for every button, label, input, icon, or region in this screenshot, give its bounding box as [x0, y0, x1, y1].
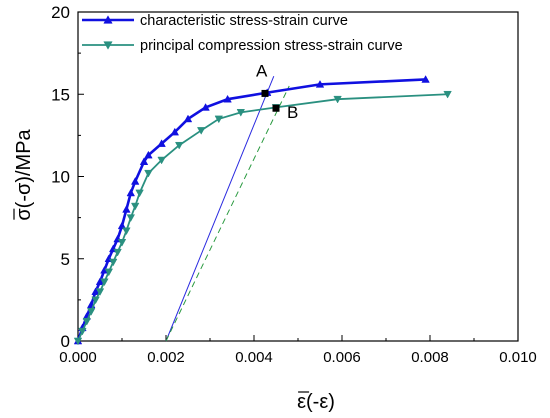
characteristic-curve-point [144, 150, 153, 159]
axis-ticks: 0.000 0.002 0.004 0.006 0.008 0.010 0 5 10 15 20 [51, 3, 537, 366]
characteristic-curve-point [315, 80, 325, 88]
legend-marker [103, 15, 113, 24]
principal-curve-point [443, 90, 452, 99]
legend-label: principal compression stress-strain curv… [140, 38, 403, 54]
principal-curve-point [117, 239, 127, 247]
y-tick-label: 10 [51, 168, 70, 187]
characteristic-curve-point [122, 205, 131, 213]
principal-curve-point [73, 337, 83, 346]
principal-curve-point [135, 189, 144, 198]
y-axis-label: σ(-σ)/MPa [13, 128, 35, 220]
x-tick-label: 0.004 [235, 349, 273, 366]
principal-curve-point [86, 308, 96, 316]
principal-curve-line [77, 93, 448, 342]
reference-lines [165, 75, 290, 342]
principal-curve-point [82, 317, 92, 326]
legend-marker [103, 41, 113, 50]
data-series [73, 75, 452, 346]
highlight-points: AB [256, 61, 298, 122]
principal-curve-point [113, 248, 122, 257]
x-axis-label: ε(-ε) [297, 391, 335, 413]
solid-reference-line [165, 75, 275, 342]
principal-curve-point [78, 327, 87, 336]
x-tick-label: 0.006 [323, 349, 361, 366]
x-tick-label: 0.000 [59, 349, 97, 366]
characteristic-curve-point [170, 127, 180, 136]
characteristic-curve-point [201, 103, 210, 111]
principal-curve-point [236, 109, 246, 117]
dashed-reference-line [165, 85, 290, 342]
principal-curve-point [130, 202, 140, 211]
y-tick-label: 20 [51, 3, 70, 22]
characteristic-curve-point [421, 75, 430, 83]
characteristic-curve-point [139, 157, 149, 165]
characteristic-curve-line [76, 78, 426, 342]
principal-curve-point [196, 127, 206, 135]
highlight-label-a: A [256, 61, 268, 80]
characteristic-curve-point [183, 114, 193, 123]
y-tick-label: 15 [51, 85, 70, 104]
principal-curve-point [91, 296, 100, 305]
principal-curve-point [126, 214, 136, 222]
characteristic-curve-point [157, 139, 166, 147]
characteristic-curve-point [126, 188, 136, 197]
x-tick-label: 0.002 [147, 349, 185, 366]
x-tick-label: 0.010 [499, 349, 537, 366]
principal-curve-point [100, 278, 109, 287]
y-tick-label: 5 [61, 250, 70, 269]
x-tick-label: 0.008 [411, 349, 449, 366]
principal-curve-point [214, 115, 224, 124]
principal-curve-point [108, 258, 118, 267]
principal-curve-point [333, 95, 342, 104]
principal-curve-point [104, 268, 114, 277]
highlight-point-b [272, 104, 280, 112]
legend: characteristic stress-strain curve princi… [82, 13, 403, 54]
y-tick-label: 0 [61, 332, 70, 351]
characteristic-curve-point [117, 221, 127, 230]
principal-curve-point [174, 141, 184, 150]
highlight-point-a [261, 89, 269, 97]
principal-curve-point [95, 288, 105, 296]
plot-frame [77, 11, 519, 342]
characteristic-curve-point [223, 94, 232, 103]
principal-curve-point [157, 156, 166, 165]
principal-curve-point [122, 227, 131, 236]
plot-border [77, 11, 519, 342]
characteristic-curve-point [130, 177, 140, 185]
legend-label: characteristic stress-strain curve [140, 13, 348, 29]
principal-curve-point [144, 169, 153, 178]
highlight-label-b: B [287, 103, 298, 122]
